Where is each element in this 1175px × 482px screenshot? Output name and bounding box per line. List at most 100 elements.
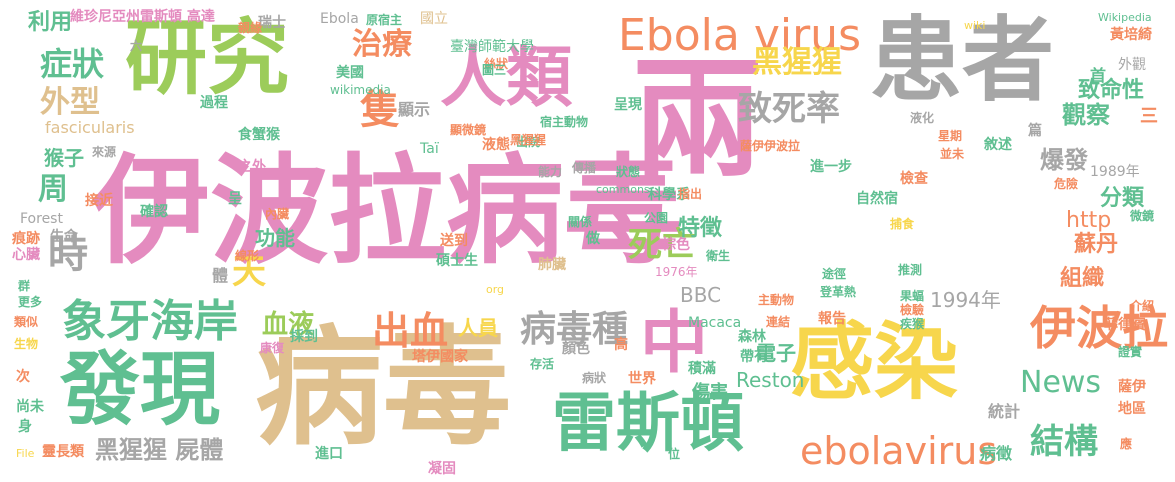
word-color: 顏色 (562, 341, 590, 357)
word-ntnu: 臺灣師範大學 (450, 39, 534, 55)
word-microscope: 顯微鏡 (450, 123, 487, 137)
word-capability: 能力 (538, 165, 563, 179)
word-masters: 碩士生 (436, 253, 478, 269)
word-illness: 病狀 (582, 371, 607, 385)
word-zaire-ebola: 薩伊伊波拉 (740, 139, 801, 153)
word-crab-eating-macaque: 食蟹猴 (238, 127, 280, 143)
word-ebola-en-small: Ebola (320, 11, 359, 27)
word-week: 周 (38, 172, 68, 207)
word-region: 地區 (1118, 401, 1146, 417)
word-collected: 採到 (290, 329, 318, 345)
word-animal-count: 隻 (360, 87, 400, 133)
word-personnel: 人員 (458, 316, 498, 340)
word-danger: 危險 (1054, 177, 1079, 191)
word-coagulate: 凝固 (428, 461, 456, 477)
word-use: 利用 (28, 10, 73, 35)
word-function: 功能 (255, 226, 295, 250)
word-ebola-virus-disease: 伊波拉病毒 (92, 142, 683, 280)
word-health: 衛生 (706, 249, 731, 263)
word-forest: 森林 (738, 329, 766, 345)
word-hemorrhage: 出血 (372, 309, 449, 353)
word-chimp-small: 黑猩猩 (510, 133, 547, 147)
word-microscope-short: 微鏡 (1130, 209, 1155, 223)
word-virus-large: 病毒 (255, 314, 512, 463)
word-source: 來源 (92, 145, 117, 159)
word-huang: 黃培綺 (1110, 27, 1152, 43)
word-infection: 感染 (790, 313, 959, 411)
word-send-to: 送到 (440, 233, 468, 249)
word-survive: 存活 (530, 357, 555, 371)
word-main-animal: 主動物 (758, 293, 795, 307)
word-death: 死亡 (628, 225, 696, 265)
word-feature: 特徵 (678, 216, 723, 241)
word-sudan: 蘇丹 (1074, 232, 1119, 257)
word-verify: 證實 (1118, 345, 1143, 359)
word-virus-species: 病毒種 (520, 309, 629, 350)
word-point-out: 指出 (678, 187, 703, 201)
word-virginia-reston: 維珍尼亞州雷斯頓 高達 (70, 9, 215, 25)
word-observation: 觀察 (1062, 101, 1110, 129)
word-trace: 痕跡 (12, 231, 40, 247)
word-more: 更多 (18, 295, 43, 309)
word-org: org (486, 283, 505, 296)
word-linear: 線形 (235, 249, 260, 263)
word-high: 高 (614, 337, 628, 353)
word-http: http (1066, 208, 1112, 233)
word-reservoir-host: 宿主動物 (540, 115, 589, 129)
word-injury: 傷害 (692, 382, 728, 403)
word-narrate: 敘述 (984, 137, 1012, 153)
word-electronic: 電子 (756, 341, 796, 365)
word-test: 檢驗 (900, 303, 925, 317)
word-not-yet-2: 尚未 (16, 399, 44, 415)
word-lethality: 致命性 (1078, 78, 1145, 103)
word-import: 進口 (315, 446, 343, 462)
word-usa: 美國 (336, 65, 364, 81)
word-prey: 捕食 (890, 217, 915, 231)
word-macaca: Macaca (688, 315, 742, 331)
word-wikipedia: Wikipedia (1098, 11, 1152, 24)
word-ebolavirus: ebolavirus (800, 429, 998, 473)
word-do: 做 (586, 231, 600, 247)
word-relation: 關係 (568, 215, 593, 229)
word-middle: 中 (640, 304, 709, 383)
word-symptom: 症狀 (40, 45, 105, 83)
word-park: 公園 (644, 211, 669, 225)
word-organism: 生物 (14, 337, 39, 351)
word-appearance: 外型 (40, 85, 100, 120)
word-kinship: 親緣 (238, 21, 263, 35)
word-present: 呈現 (614, 97, 642, 113)
word-wikimedia: wikimedia (330, 83, 391, 97)
word-introduction: 介紹 (1130, 299, 1155, 313)
word-article: 篇 (1028, 123, 1042, 139)
word-1976: 1976年 (655, 265, 698, 279)
word-body: 身 (18, 419, 32, 435)
word-wiki: wiki (964, 19, 986, 32)
word-liquefy: 液化 (910, 111, 935, 125)
word-research: 研究 (125, 11, 290, 106)
word-route: 途徑 (822, 267, 847, 281)
word-three: 三 (1140, 106, 1158, 127)
word-position: 位 (668, 447, 681, 461)
word-bbc: BBC (680, 283, 722, 307)
word-brown: 棕色 (662, 237, 690, 253)
word-news: News (1020, 365, 1102, 400)
word-should: 應 (1120, 437, 1133, 451)
word-weekday: 星期 (938, 129, 963, 143)
word-fascicularis: fascicularis (45, 118, 135, 137)
word-besides: 之外 (238, 159, 266, 175)
word-original-host: 原宿主 (366, 13, 403, 27)
word-first: 首 (1090, 66, 1107, 85)
word-tissue: 組織 (1060, 266, 1105, 291)
word-tai: Taï (420, 141, 439, 157)
word-reston-en: Reston (736, 368, 805, 392)
word-commons: commons (596, 183, 650, 196)
word-speculate: 推測 (898, 263, 923, 277)
word-chimpanzee-yellow: 黑猩猩 (752, 45, 842, 80)
word-carry: 帶有 (740, 349, 768, 365)
word-times: 次 (16, 369, 30, 385)
word-structure: 結構 (1030, 422, 1098, 462)
word-1989: 1989年 (1090, 164, 1140, 180)
word-patient: 患者 (870, 7, 1055, 114)
word-ivory-coast: 象牙海岸 (62, 296, 238, 347)
word-reston: 雷斯頓 (552, 387, 744, 461)
